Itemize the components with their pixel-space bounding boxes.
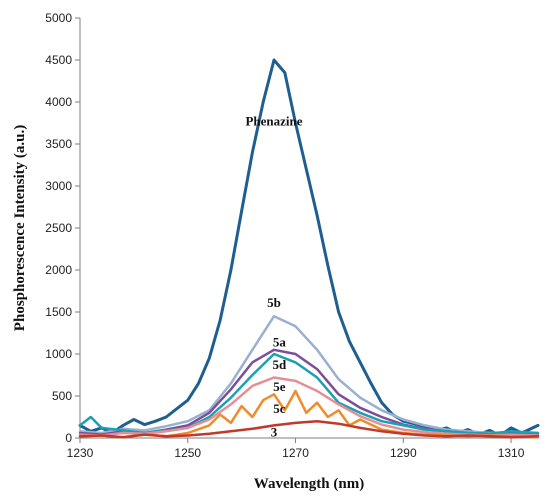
series-line-3 — [78, 419, 540, 439]
series-line-phenazine — [78, 58, 540, 437]
x-tick-label: 1230 — [67, 446, 94, 460]
y-tick-label: 2000 — [45, 263, 72, 277]
y-tick-label: 0 — [65, 431, 72, 445]
series-line-5b — [78, 314, 540, 435]
x-axis: 1230 1250 1270 1290 1310 — [67, 437, 538, 460]
series-line-5e — [78, 376, 540, 437]
x-tick-label: 1250 — [174, 446, 201, 460]
y-tick-label: 5000 — [45, 11, 72, 25]
series-label-5b: 5b — [267, 295, 281, 310]
series-label-5a: 5a — [273, 334, 287, 349]
y-axis: 0 500 1000 1500 2000 2500 3000 3500 4000 4500 5000 — [45, 11, 81, 445]
y-tick-label: 2500 — [45, 221, 72, 235]
y-tick-label: 3500 — [45, 137, 72, 151]
y-tick-label: 500 — [52, 389, 72, 403]
x-tick-label: 1290 — [390, 446, 417, 460]
series-label-5d: 5d — [272, 357, 287, 372]
x-tick-label: 1270 — [282, 446, 309, 460]
y-tick-label: 4500 — [45, 53, 72, 67]
y-tick-label: 1500 — [45, 305, 72, 319]
series-layer — [78, 58, 540, 439]
series-label-phenazine: Phenazine — [245, 114, 302, 129]
series-line-5d — [78, 352, 540, 436]
series-label-5e: 5e — [273, 379, 286, 394]
y-axis-title: Phosphorescence Intensity (a.u.) — [12, 125, 28, 331]
y-tick-label: 1000 — [45, 347, 72, 361]
series-label-3: 3 — [271, 424, 278, 439]
x-tick-label: 1310 — [498, 446, 525, 460]
y-tick-label: 3000 — [45, 179, 72, 193]
series-labels: Phenazine 5b 5a 5d 5e 5c 3 — [245, 114, 302, 440]
y-tick-label: 4000 — [45, 95, 72, 109]
series-label-5c: 5c — [273, 401, 286, 416]
x-axis-title: Wavelength (nm) — [254, 476, 364, 492]
